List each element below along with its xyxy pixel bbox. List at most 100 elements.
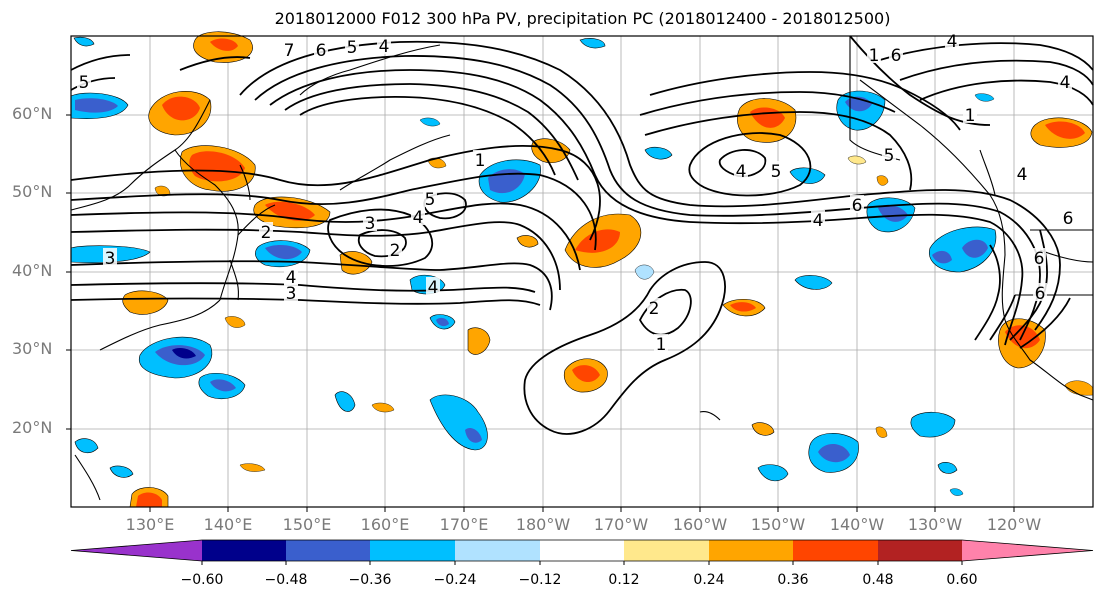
colorbar (70, 539, 1094, 565)
contour-label: 5 (79, 73, 90, 93)
contour-label: 7 (284, 41, 295, 61)
contour-label: 6 (1063, 209, 1074, 229)
colorbar-tick-label: −0.36 (348, 572, 392, 588)
contour-label-background (882, 145, 896, 163)
colorbar-tick-label: −0.12 (518, 572, 562, 588)
lon-label-180w: 180°W (515, 515, 571, 534)
colorbar-tick-label: 0.48 (862, 572, 894, 588)
contour-label: 2 (390, 241, 401, 261)
colorbar-tick-label: 0.36 (777, 572, 809, 588)
contour-label: 1 (475, 151, 486, 171)
colorbar-tick-label: −0.24 (433, 572, 477, 588)
lon-label-170w: 170°W (593, 515, 649, 534)
map-background (71, 36, 1093, 507)
contour-label: 4 (736, 162, 747, 182)
lon-label-140e: 140°E (203, 515, 253, 534)
contour-label-background (282, 40, 296, 58)
contour-label-background (1061, 208, 1075, 226)
contour-label: 2 (261, 223, 272, 243)
contour-label: 4 (1017, 165, 1028, 185)
contour-label-background (811, 210, 825, 228)
contour-label-background (654, 334, 668, 352)
lon-label-130e: 130°E (125, 515, 175, 534)
contour-label: 3 (365, 214, 376, 234)
contour-label-background (345, 37, 359, 55)
lon-label-150e: 150°E (282, 515, 332, 534)
colorbar-bin (962, 540, 1093, 561)
lat-label-20n: 20°N (12, 418, 53, 437)
contour-label-background (103, 248, 117, 266)
pv-contours (70, 35, 1094, 435)
contour-label-background (284, 267, 298, 285)
contour-label: 4 (413, 208, 424, 228)
contour-label-background (734, 161, 748, 179)
lat-label-60n: 60°N (12, 104, 53, 123)
colorbar-tick-label: 0.24 (693, 572, 725, 588)
colorbar-bin (793, 540, 878, 561)
contour-label: 4 (379, 37, 390, 57)
axis-ticks (66, 114, 1015, 512)
contour-label-background (388, 240, 402, 258)
contour-label: 4 (428, 278, 439, 298)
colorbar-bin (370, 540, 455, 561)
contour-label: 6 (1034, 249, 1045, 269)
contour-label: 4 (813, 211, 824, 231)
lon-label-120w: 120°W (986, 515, 1042, 534)
contour-label-background (647, 298, 661, 316)
colorbar-bin (202, 540, 286, 561)
contour-label: 4 (286, 268, 297, 288)
colorbar-bin (286, 540, 370, 561)
lon-label-130w: 130°W (907, 515, 963, 534)
contour-label-background (963, 105, 977, 123)
contour-label-background (377, 36, 391, 54)
contour-label: 1 (656, 335, 667, 355)
contour-label-background (1015, 164, 1029, 182)
contour-label-background (1032, 248, 1046, 266)
colorbar-tick-label: 0.60 (946, 572, 978, 588)
contour-label: 1 (869, 46, 880, 66)
contour-label-background (77, 72, 91, 90)
contour-label-background (411, 207, 425, 225)
lat-label-30n: 30°N (12, 339, 53, 358)
contour-label: 5 (884, 146, 895, 166)
colorbar-tick-label: 0.12 (608, 572, 640, 588)
lon-label-160w: 160°W (672, 515, 728, 534)
contour-label: 6 (852, 196, 863, 216)
contour-label: 5 (347, 38, 358, 58)
colorbar-bin (540, 540, 624, 561)
contour-label-background (769, 161, 783, 179)
contour-label-background (867, 45, 881, 63)
lat-label-50n: 50°N (12, 182, 53, 201)
contour-label-background (1058, 72, 1072, 90)
contour-label: 4 (947, 32, 958, 52)
contour-label-background (259, 222, 273, 240)
contour-label: 3 (286, 284, 297, 304)
contour-label: 3 (105, 249, 116, 269)
lon-label-170e: 170°E (439, 515, 489, 534)
contour-label: 6 (891, 46, 902, 66)
colorbar-bin (71, 540, 202, 561)
colorbar-tick-label: −0.48 (264, 572, 308, 588)
map-title: 2018012000 F012 300 hPa PV, precipitatio… (274, 9, 891, 28)
contour-label-background (426, 277, 440, 295)
contour-label: 5 (771, 162, 782, 182)
contour-label-background (314, 40, 328, 58)
contour-label: 4 (1060, 73, 1071, 93)
colorbar-bin (624, 540, 709, 561)
lon-label-150w: 150°W (750, 515, 806, 534)
contour-label-background (423, 189, 437, 207)
contour-label-background (473, 150, 487, 168)
lat-label-40n: 40°N (12, 261, 53, 280)
lon-label-140w: 140°W (829, 515, 885, 534)
contour-label-background (1033, 283, 1047, 301)
colorbar-bin (878, 540, 962, 561)
colorbar-bin (455, 540, 540, 561)
contour-label: 6 (1035, 284, 1046, 304)
colorbar-bin (709, 540, 793, 561)
colorbar-tick-label: −0.60 (180, 572, 224, 588)
contour-label: 2 (649, 299, 660, 319)
contour-label-background (850, 195, 864, 213)
contour-label-background (889, 45, 903, 63)
